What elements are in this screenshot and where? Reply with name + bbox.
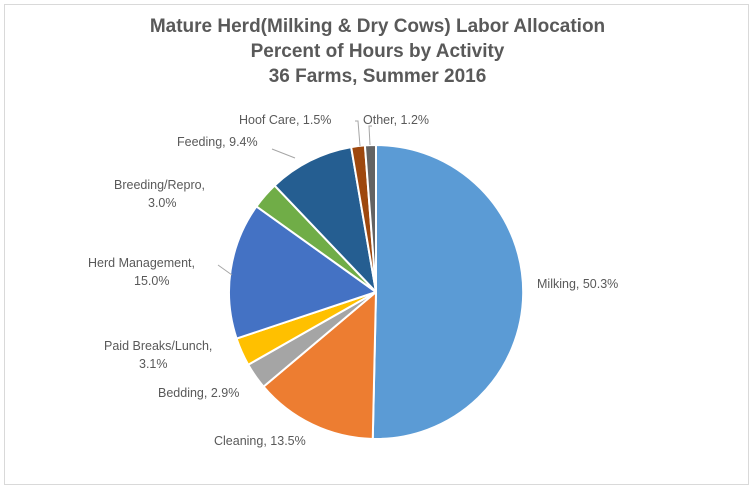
data-label-breeding-repro: Breeding/Repro, 3.0%: [114, 178, 205, 210]
data-label-bedding: Bedding, 2.9%: [158, 386, 239, 400]
pie-slice-cleaning: [262, 291, 377, 440]
data-label-cleaning: Cleaning, 13.5%: [214, 434, 306, 448]
data-label-hoof-care: Hoof Care, 1.5%: [239, 113, 331, 127]
chart-title-line-3: 36 Farms, Summer 2016: [268, 66, 487, 87]
chart-title: Mature Herd(Milking & Dry Cows) Labor Al…: [0, 14, 755, 89]
data-label-other: Other, 1.2%: [363, 113, 429, 127]
data-label-herd-management: Herd Management, 15.0%: [88, 256, 195, 288]
leader-line: [368, 125, 372, 146]
pie-slice-herd-management: [228, 205, 377, 340]
pie-slice-milking: [371, 144, 525, 440]
pie-slice-other: [363, 144, 377, 293]
pie-slice-feeding: [273, 146, 377, 293]
data-label-feeding: Feeding, 9.4%: [177, 135, 258, 149]
chart-title-line-2: Percent of Hours by Activity: [250, 41, 505, 62]
leader-line: [271, 148, 296, 159]
data-label-paid-breaks-lunch: Paid Breaks/Lunch, 3.1%: [104, 339, 212, 371]
chart-title-line-1: Mature Herd(Milking & Dry Cows) Labor Al…: [149, 16, 606, 37]
leader-line: [217, 264, 233, 276]
leader-line: [355, 120, 361, 147]
data-label-milking: Milking, 50.3%: [537, 277, 618, 291]
